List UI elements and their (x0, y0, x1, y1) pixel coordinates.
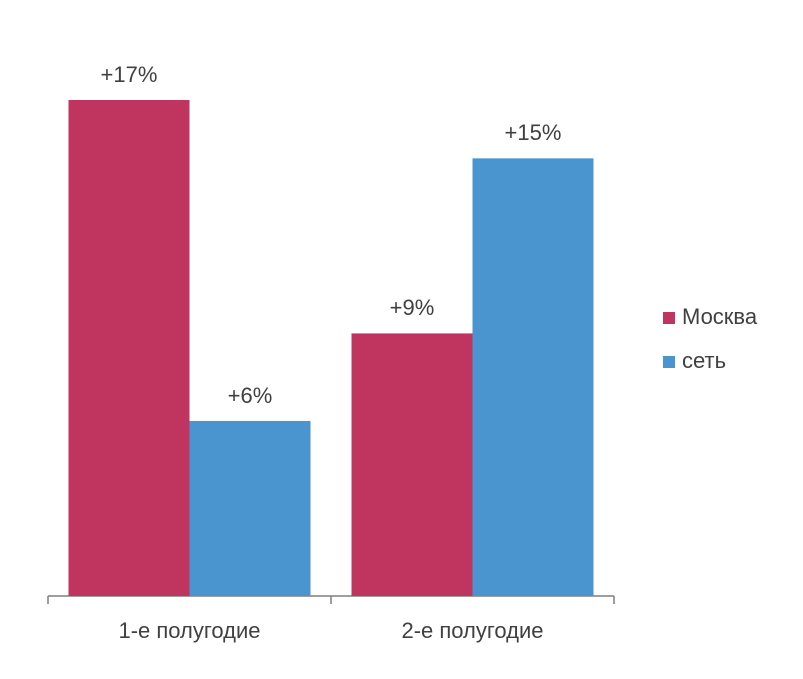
bar (68, 100, 190, 596)
legend-swatch (663, 312, 675, 324)
x-tick-label: 2-е полугодие (401, 618, 543, 643)
value-label: +17% (101, 62, 158, 87)
legend-label: Москва (682, 304, 758, 329)
bar (189, 420, 311, 596)
bar (351, 333, 473, 596)
value-label: +15% (505, 120, 562, 145)
x-tick-label: 1-е полугодие (118, 618, 260, 643)
legend-label: сеть (682, 348, 726, 373)
bar (472, 158, 594, 596)
value-label: +9% (390, 295, 435, 320)
value-label: +6% (228, 383, 273, 408)
legend-swatch (663, 356, 675, 368)
